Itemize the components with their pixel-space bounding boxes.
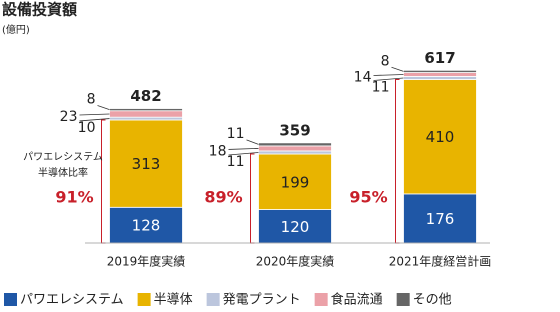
legend-label: その他 xyxy=(413,293,452,308)
leader-line xyxy=(228,152,259,156)
bar-segment xyxy=(109,206,183,244)
bar-segment xyxy=(258,153,332,210)
bar-segment xyxy=(403,72,477,77)
ratio-bracket xyxy=(250,153,255,244)
x-tick-label: 2019年度実績 xyxy=(107,254,186,269)
segment-label: 410 xyxy=(426,128,455,146)
bar-segment xyxy=(403,76,477,80)
total-label: 617 xyxy=(424,49,455,67)
bar-segment xyxy=(109,119,183,208)
total-label: 359 xyxy=(279,121,310,139)
segment-label: 313 xyxy=(132,155,161,173)
segment-label: 11 xyxy=(227,126,245,142)
x-tick-label: 2021年度経営計画 xyxy=(389,254,492,269)
legend-swatch xyxy=(396,293,410,306)
segment-label: 23 xyxy=(60,109,78,125)
bar-segment xyxy=(403,79,477,195)
ratio-label: 91% xyxy=(55,188,93,207)
legend-label: 半導体 xyxy=(154,293,193,308)
segment-label: 14 xyxy=(354,69,372,85)
ratio-bracket xyxy=(395,79,400,244)
leader-line xyxy=(228,148,259,150)
chart-title: 設備投資額 xyxy=(2,1,77,19)
segment-label: 199 xyxy=(281,173,310,191)
leader-line xyxy=(373,74,404,76)
ratio-bracket xyxy=(101,119,106,244)
leader-line xyxy=(391,66,404,72)
legend-label: 食品流通 xyxy=(331,292,383,308)
segment-label: 8 xyxy=(87,92,96,108)
bar-segment xyxy=(109,108,183,112)
ratio-label: 95% xyxy=(349,188,387,207)
ratio-label: 89% xyxy=(204,188,242,207)
leader-line xyxy=(79,118,110,122)
bar-segment xyxy=(258,145,332,152)
segment-label: 128 xyxy=(132,217,161,235)
segment-label: 120 xyxy=(281,218,310,236)
chart-subtitle: (億円) xyxy=(2,23,30,36)
segment-label: 11 xyxy=(227,154,245,170)
segment-label: 11 xyxy=(372,80,390,96)
total-label: 482 xyxy=(130,87,161,105)
segment-label: 8 xyxy=(381,53,390,69)
legend-label: パワエレシステム xyxy=(20,293,124,308)
bar-segment xyxy=(403,69,477,73)
segment-label: 10 xyxy=(78,120,96,136)
legend-swatch xyxy=(137,293,151,306)
leader-line xyxy=(79,113,110,116)
bar-segment xyxy=(109,110,183,118)
leader-line xyxy=(97,105,110,111)
legend-swatch xyxy=(4,293,17,306)
bar-segment xyxy=(258,142,332,147)
bar-segment xyxy=(109,116,183,121)
legend-swatch xyxy=(314,293,328,306)
ratio-caption: パワエレシステム xyxy=(23,151,103,163)
leader-line xyxy=(373,77,404,81)
bar-segment xyxy=(403,193,477,244)
segment-label: 176 xyxy=(426,210,455,228)
legend-swatch xyxy=(206,293,220,306)
segment-label: 18 xyxy=(209,143,227,159)
legend-label: 発電プラント xyxy=(223,293,301,308)
leader-line xyxy=(246,139,259,145)
x-tick-label: 2020年度実績 xyxy=(256,254,335,269)
ratio-caption: 半導体比率 xyxy=(38,166,88,179)
bar-segment xyxy=(258,150,332,155)
